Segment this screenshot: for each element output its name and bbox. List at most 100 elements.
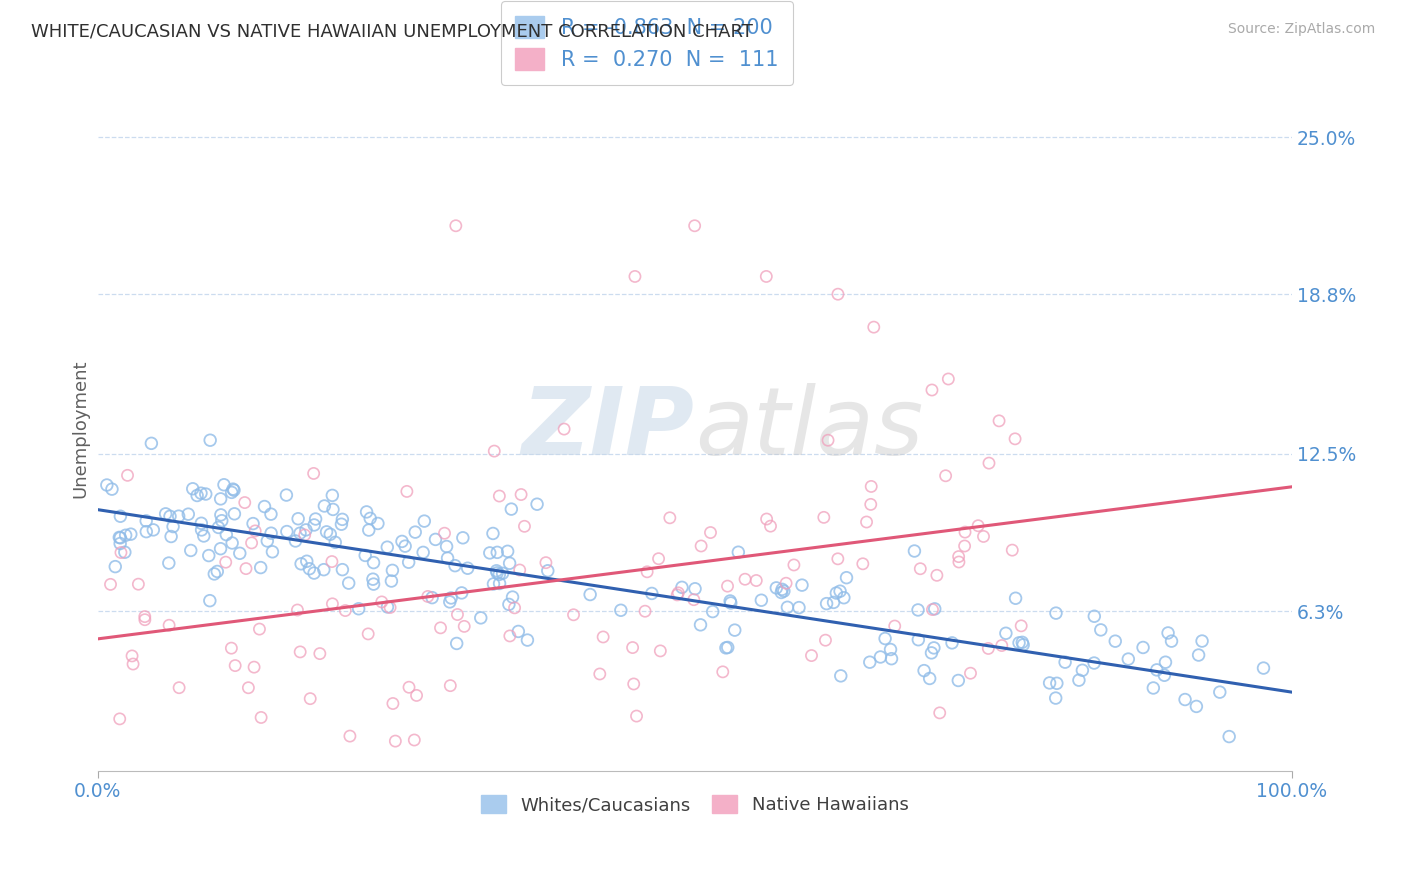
Point bbox=[1004, 432, 1026, 446]
Point bbox=[624, 269, 647, 284]
Point bbox=[193, 529, 215, 543]
Point bbox=[207, 565, 229, 579]
Point bbox=[658, 511, 681, 525]
Point bbox=[439, 595, 461, 609]
Point bbox=[485, 564, 508, 578]
Point bbox=[486, 566, 509, 580]
Point bbox=[159, 509, 181, 524]
Point bbox=[671, 580, 693, 594]
Point bbox=[190, 516, 212, 531]
Point bbox=[1011, 635, 1033, 649]
Point bbox=[157, 618, 180, 632]
Point bbox=[1045, 691, 1067, 706]
Point bbox=[948, 549, 970, 564]
Point bbox=[363, 577, 385, 591]
Point bbox=[690, 539, 713, 553]
Point bbox=[1054, 655, 1077, 669]
Point bbox=[880, 651, 903, 665]
Point bbox=[1132, 640, 1154, 655]
Point bbox=[405, 689, 427, 703]
Point bbox=[120, 527, 142, 541]
Point bbox=[221, 485, 243, 500]
Point bbox=[1116, 652, 1139, 666]
Point bbox=[332, 512, 354, 526]
Point bbox=[104, 559, 127, 574]
Text: atlas: atlas bbox=[695, 383, 922, 474]
Point bbox=[862, 320, 884, 334]
Point bbox=[446, 607, 468, 622]
Point bbox=[714, 640, 737, 655]
Point bbox=[925, 568, 948, 582]
Point bbox=[1209, 685, 1232, 699]
Point bbox=[994, 626, 1017, 640]
Point bbox=[167, 509, 190, 524]
Point bbox=[702, 605, 724, 619]
Point bbox=[121, 648, 143, 663]
Point bbox=[162, 519, 184, 533]
Point bbox=[526, 497, 548, 511]
Point bbox=[433, 526, 456, 541]
Point bbox=[127, 577, 149, 591]
Point bbox=[416, 590, 439, 604]
Point bbox=[167, 681, 190, 695]
Point bbox=[610, 603, 633, 617]
Point bbox=[391, 534, 413, 549]
Point bbox=[852, 557, 875, 571]
Point bbox=[240, 536, 263, 550]
Point bbox=[682, 592, 704, 607]
Point bbox=[775, 576, 797, 591]
Point bbox=[321, 488, 343, 502]
Point bbox=[859, 655, 882, 669]
Point bbox=[579, 588, 602, 602]
Point bbox=[770, 585, 793, 599]
Point bbox=[371, 595, 394, 609]
Point bbox=[814, 633, 837, 648]
Point bbox=[717, 640, 740, 655]
Point bbox=[921, 383, 943, 397]
Point bbox=[773, 584, 796, 599]
Point bbox=[276, 524, 298, 539]
Point bbox=[534, 556, 557, 570]
Point bbox=[1004, 591, 1026, 606]
Point bbox=[256, 533, 278, 548]
Point bbox=[509, 563, 531, 577]
Point bbox=[347, 601, 370, 615]
Point bbox=[335, 603, 357, 617]
Point bbox=[977, 641, 1000, 656]
Point bbox=[142, 523, 165, 537]
Point bbox=[936, 372, 959, 386]
Point bbox=[948, 673, 970, 688]
Point bbox=[501, 502, 523, 516]
Point bbox=[250, 710, 273, 724]
Point bbox=[160, 529, 183, 543]
Point bbox=[941, 636, 963, 650]
Point bbox=[211, 514, 233, 528]
Point bbox=[453, 619, 475, 633]
Point bbox=[425, 533, 447, 547]
Point bbox=[1142, 681, 1164, 695]
Point bbox=[294, 528, 316, 542]
Point bbox=[215, 555, 238, 569]
Point bbox=[398, 680, 420, 694]
Point bbox=[813, 510, 835, 524]
Point bbox=[502, 590, 524, 604]
Point bbox=[641, 586, 664, 600]
Point bbox=[446, 636, 468, 650]
Point bbox=[689, 617, 711, 632]
Point bbox=[815, 597, 838, 611]
Point bbox=[337, 576, 360, 591]
Point bbox=[209, 541, 232, 556]
Point bbox=[1071, 663, 1094, 677]
Point bbox=[440, 591, 463, 605]
Point bbox=[117, 468, 139, 483]
Point bbox=[321, 597, 343, 611]
Point bbox=[243, 524, 266, 538]
Point bbox=[134, 613, 156, 627]
Point bbox=[384, 734, 406, 748]
Point bbox=[991, 639, 1014, 653]
Point bbox=[953, 539, 976, 553]
Point bbox=[209, 508, 232, 522]
Point bbox=[381, 563, 404, 577]
Point bbox=[229, 546, 252, 560]
Point bbox=[496, 544, 519, 558]
